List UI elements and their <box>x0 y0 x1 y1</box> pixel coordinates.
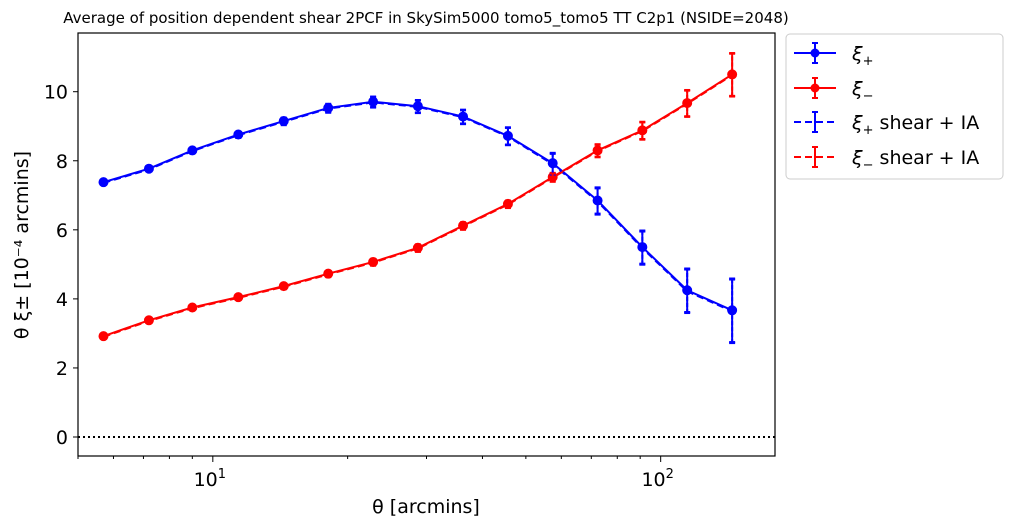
error-bar <box>684 268 691 315</box>
axis-ticks: 0 2 4 6 8 10 101 102 <box>44 82 674 491</box>
error-bar <box>594 143 601 159</box>
error-bar <box>280 283 287 291</box>
legend-label: ξ− shear + IA <box>851 147 979 173</box>
error-bar <box>235 294 242 301</box>
error-bar <box>145 318 152 324</box>
error-bar <box>235 131 242 139</box>
error-bar <box>639 121 646 141</box>
error-bar <box>639 230 646 266</box>
legend-label: ξ+ shear + IA <box>851 112 979 138</box>
error-bar <box>100 180 107 186</box>
legend-frame <box>785 33 1004 180</box>
error-bar <box>460 221 467 231</box>
legend-entry: ξ− shear + IA <box>794 146 979 173</box>
y-tick-label: 0 <box>56 427 68 449</box>
y-axis-label: θ ξ± [10⁻⁴ arcmins] <box>11 151 33 339</box>
x-tick-label: 101 <box>194 467 226 491</box>
error-bar <box>729 52 736 98</box>
error-bar <box>325 270 332 279</box>
error-bar <box>414 244 421 253</box>
error-bar <box>100 334 107 339</box>
series-line <box>103 74 733 338</box>
error-bar <box>504 200 511 210</box>
legend-marker <box>810 83 820 93</box>
y-tick-label: 8 <box>56 151 68 173</box>
error-bar <box>729 278 736 345</box>
series-3 <box>100 52 736 339</box>
legend-entries: ξ+ ξ− ξ+ shear + IA ξ− shear + IA <box>794 42 979 173</box>
error-bar <box>549 172 556 183</box>
legend-entry: ξ− <box>794 77 874 104</box>
legend-label: ξ− <box>851 78 874 104</box>
legend-entry: ξ+ <box>794 42 874 69</box>
error-bar <box>189 305 196 311</box>
legend: ξ+ ξ− ξ+ shear + IA ξ− shear + IA <box>785 33 1004 180</box>
error-bar <box>280 117 287 127</box>
legend-marker <box>810 48 820 58</box>
error-bar <box>370 258 377 267</box>
series-layer <box>98 52 738 345</box>
x-tick-label: 102 <box>641 467 673 491</box>
error-bar <box>325 103 332 114</box>
y-tick-label: 10 <box>44 82 68 104</box>
error-bar <box>189 147 196 155</box>
series-line <box>103 101 733 313</box>
legend-entry: ξ+ shear + IA <box>794 111 979 138</box>
error-bar <box>594 187 601 216</box>
error-bar <box>460 109 467 126</box>
y-tick-label: 6 <box>56 220 68 242</box>
error-bar <box>504 126 511 147</box>
error-bar <box>414 99 421 115</box>
series-2 <box>100 96 736 345</box>
legend-label: ξ+ <box>851 43 874 69</box>
error-bar <box>370 96 377 109</box>
chart-title: Average of position dependent shear 2PCF… <box>63 9 788 28</box>
y-tick-label: 4 <box>56 289 68 311</box>
error-bar <box>684 89 691 118</box>
y-tick-label: 2 <box>56 358 68 380</box>
error-bar <box>145 166 152 173</box>
series-1 <box>98 52 738 342</box>
x-axis-label: θ [arcmins] <box>372 496 480 518</box>
